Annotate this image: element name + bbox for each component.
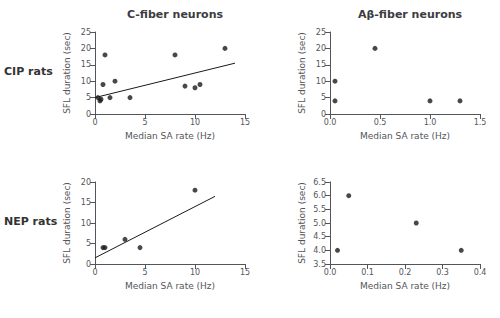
svg-text:5.0: 5.0 [313,219,326,228]
svg-text:0.3: 0.3 [436,268,449,277]
svg-text:Median SA rate (Hz): Median SA rate (Hz) [125,131,215,141]
svg-text:5: 5 [142,268,147,277]
svg-text:SFL duration (sec): SFL duration (sec) [62,32,72,114]
svg-text:4.5: 4.5 [313,232,326,241]
svg-text:Median SA rate (Hz): Median SA rate (Hz) [360,281,450,291]
svg-text:15: 15 [240,268,250,277]
svg-text:0.4: 0.4 [474,268,487,277]
svg-text:10: 10 [81,219,91,228]
svg-text:1.0: 1.0 [424,118,437,127]
svg-text:6.0: 6.0 [313,191,326,200]
svg-text:15: 15 [81,198,91,207]
svg-text:Aβ-fiber neurons: Aβ-fiber neurons [358,8,463,21]
svg-text:5.5: 5.5 [313,205,326,214]
svg-text:0: 0 [92,118,97,127]
svg-text:0.1: 0.1 [361,268,374,277]
svg-text:20: 20 [81,44,91,53]
svg-text:Median SA rate (Hz): Median SA rate (Hz) [360,131,450,141]
svg-text:10: 10 [190,118,200,127]
svg-text:10: 10 [316,77,326,86]
svg-text:15: 15 [316,60,326,69]
svg-text:3.5: 3.5 [313,259,326,269]
svg-text:5: 5 [86,93,91,102]
svg-text:20: 20 [81,178,91,187]
svg-text:CIP rats: CIP rats [4,65,53,78]
svg-text:4.0: 4.0 [313,246,326,255]
svg-text:0: 0 [92,268,97,277]
svg-text:1.5: 1.5 [474,118,487,127]
svg-text:15: 15 [240,118,250,127]
svg-text:SFL duration (sec): SFL duration (sec) [62,182,72,264]
svg-text:0: 0 [86,260,91,269]
svg-text:15: 15 [81,60,91,69]
svg-text:0.5: 0.5 [374,118,387,127]
svg-text:0: 0 [86,110,91,119]
svg-text:20: 20 [316,44,326,53]
svg-text:0: 0 [320,109,326,119]
svg-text:5: 5 [86,239,91,248]
svg-text:6.5: 6.5 [313,178,326,187]
svg-text:25: 25 [81,28,91,37]
svg-text:SFL duration (sec): SFL duration (sec) [297,182,307,264]
svg-text:C-fiber neurons: C-fiber neurons [127,8,224,21]
svg-text:Median SA rate (Hz): Median SA rate (Hz) [125,281,215,291]
svg-text:25: 25 [316,28,326,37]
svg-text:NEP rats: NEP rats [4,215,58,228]
svg-text:5: 5 [321,93,326,102]
svg-text:0.2: 0.2 [399,268,412,277]
svg-text:10: 10 [190,268,200,277]
svg-text:0.0: 0.0 [324,268,337,277]
svg-text:10: 10 [81,77,91,86]
svg-text:SFL duration (sec): SFL duration (sec) [297,32,307,114]
svg-text:0.0: 0.0 [324,118,337,127]
svg-text:5: 5 [142,118,147,127]
